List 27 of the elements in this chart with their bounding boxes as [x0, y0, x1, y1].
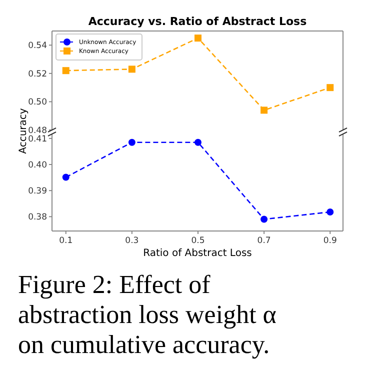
y-tick-label: 0.54: [28, 41, 47, 52]
y-tick-label: 0.41: [28, 134, 47, 144]
x-tick-label: 0.5: [191, 236, 205, 246]
point: [326, 84, 334, 92]
point: [194, 34, 202, 42]
point: [62, 174, 70, 181]
y-tick-label: 0.38: [28, 212, 47, 223]
chart-title: Accuracy vs. Ratio of Abstract Loss: [88, 15, 308, 28]
point: [128, 66, 136, 73]
y-tick-label: 0.48: [28, 126, 47, 136]
point: [194, 138, 202, 146]
point: [260, 216, 268, 223]
x-tick-label: 0.9: [323, 236, 337, 246]
point: [62, 67, 70, 74]
x-tick-label: 0.3: [125, 236, 139, 246]
y-tick-label: 0.52: [28, 69, 47, 80]
y-axis-title: Accuracy: [18, 108, 29, 154]
y-tick-label: 0.40: [28, 160, 47, 170]
point: [326, 208, 334, 216]
x-tick-label: 0.1: [59, 236, 73, 246]
x-axis-title: Ratio of Abstract Loss: [143, 248, 252, 259]
x-tick-label: 0.7: [257, 236, 271, 246]
point: [260, 106, 268, 114]
point: [128, 138, 136, 146]
caption: Figure 2: Effect of abstraction loss weight α on cumulative accuracy.: [18, 270, 277, 359]
y-tick-label: 0.50: [28, 98, 47, 108]
y-tick-label: 0.39: [28, 186, 47, 197]
